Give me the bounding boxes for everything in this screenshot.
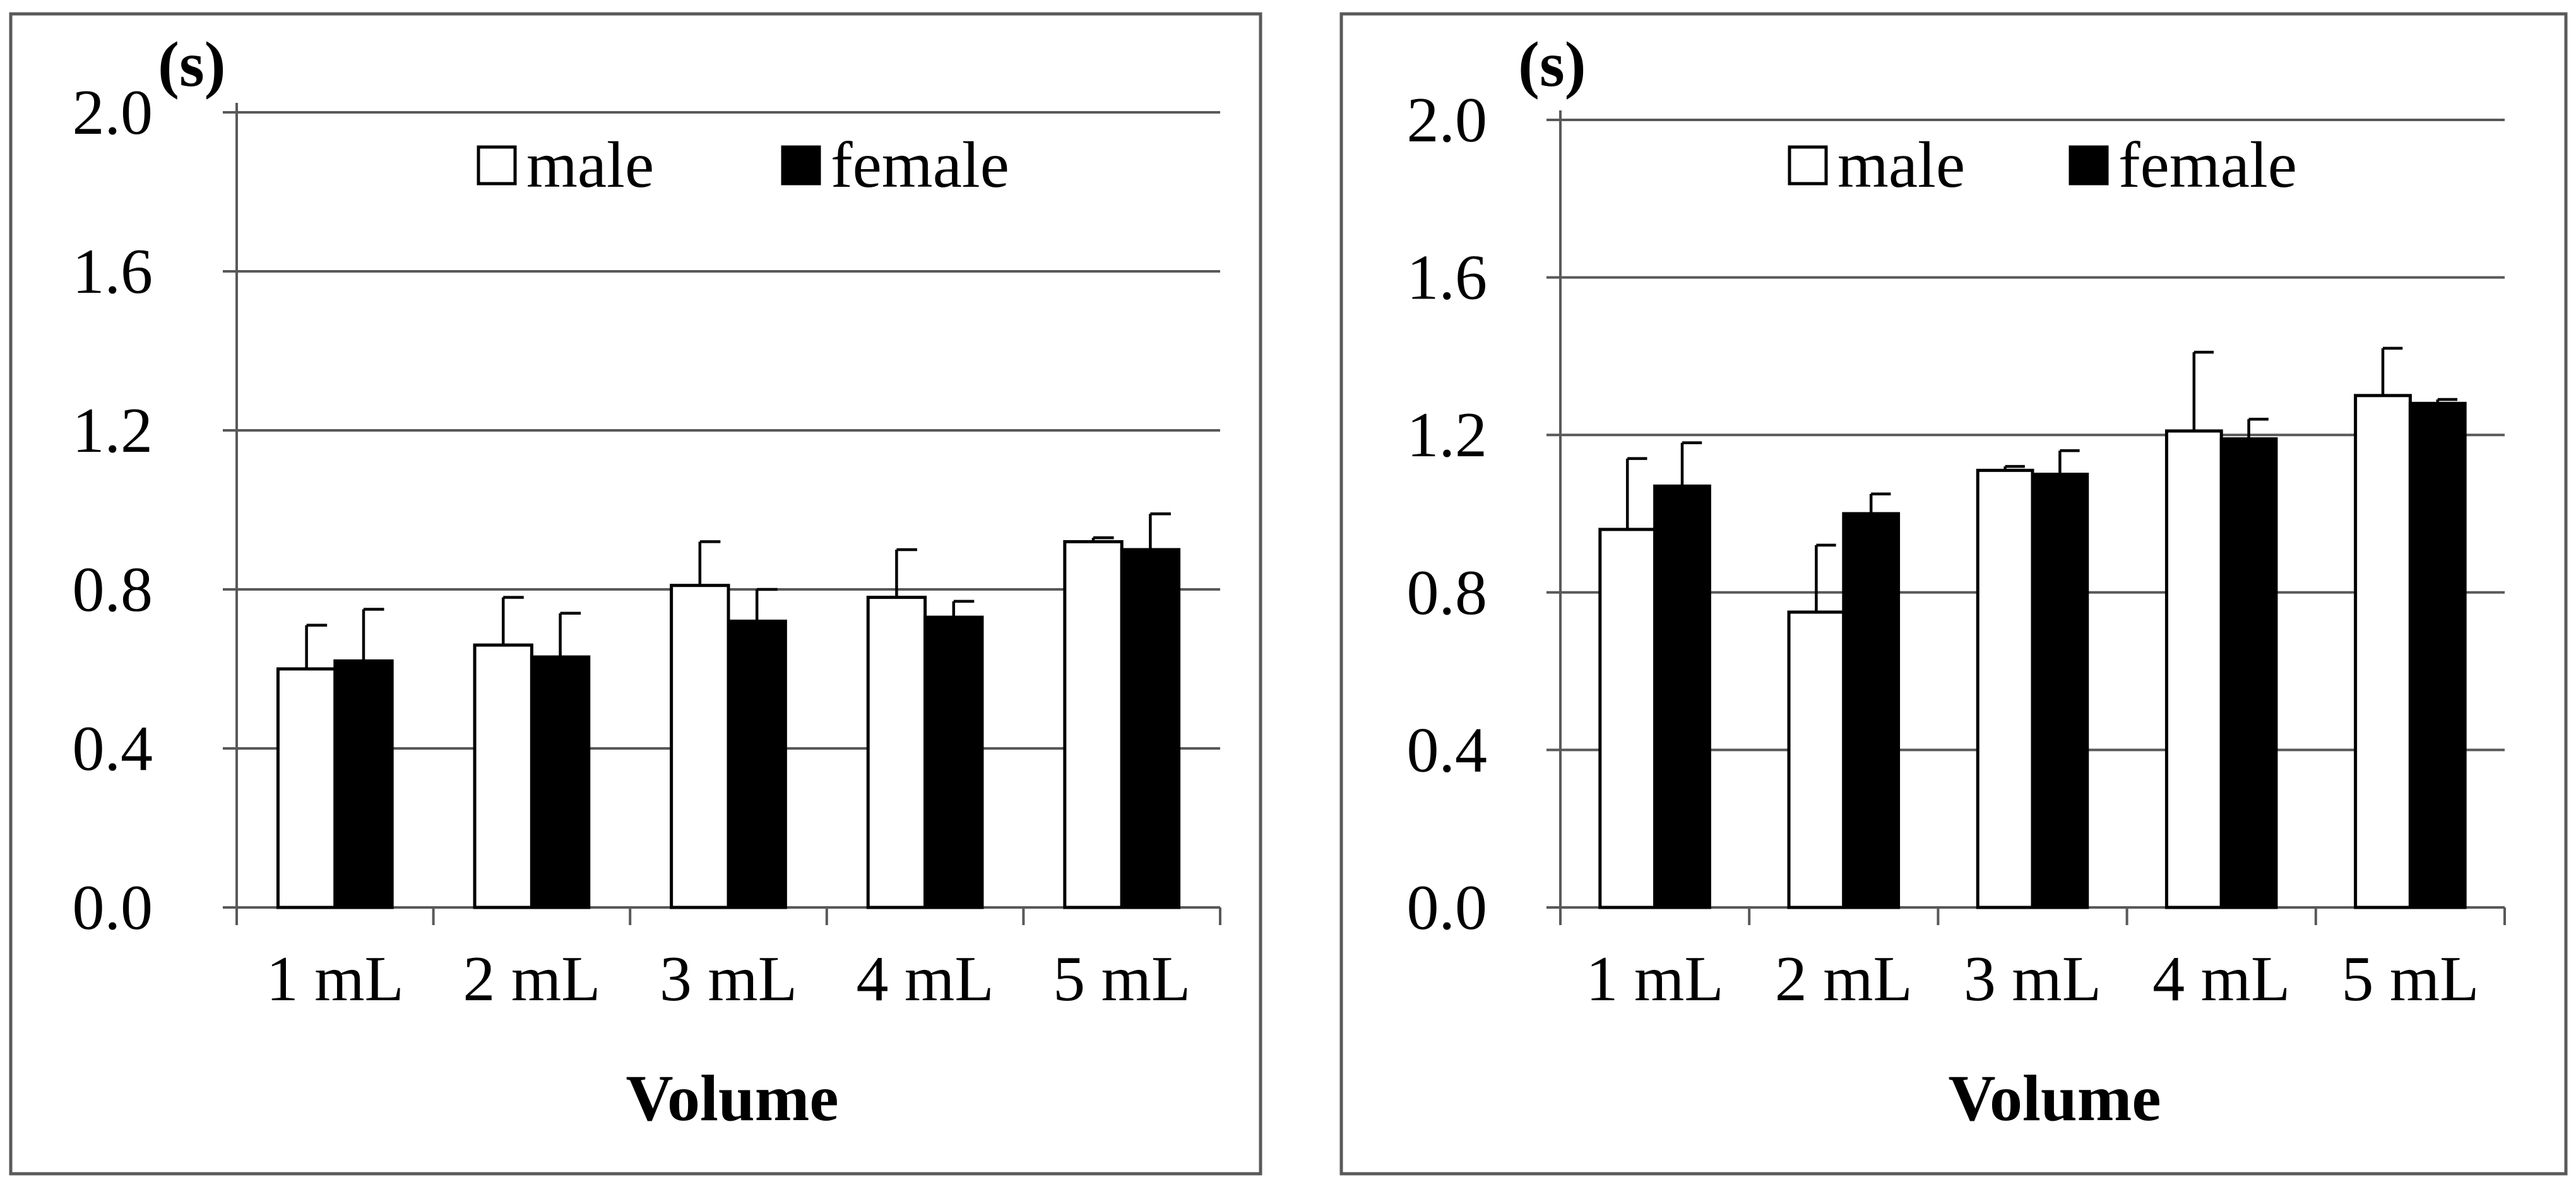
legend-label-female: female — [2118, 129, 2297, 201]
legend: male female — [1788, 129, 2297, 201]
y-tick-label: 0.4 — [1407, 714, 1488, 786]
y-tick-label: 1.6 — [73, 236, 153, 307]
x-category-label: 2 mL — [463, 943, 600, 1015]
y-tick-label: 1.2 — [73, 395, 153, 466]
y-unit-label: (s) — [158, 29, 226, 100]
legend-label-female: female — [831, 129, 1009, 201]
y-tick-label: 0.0 — [73, 872, 153, 943]
x-category-label: 1 mL — [1586, 943, 1724, 1015]
bar-male-4ml — [866, 596, 927, 909]
y-tick-label: 0.8 — [73, 554, 153, 625]
bar-female-3ml — [727, 619, 787, 909]
chart-panel-right: 0.0 0.4 0.8 1.2 1.6 2.0 1 mL 2 mL 3 mL 4 mL 5 mL (s… — [1339, 12, 2568, 1176]
legend-swatch-male — [1788, 145, 1828, 186]
legend-label-male: male — [526, 129, 654, 201]
legend-swatch-female — [781, 145, 821, 186]
y-tick-label: 0.0 — [1407, 872, 1488, 943]
bar-male-5ml — [2354, 394, 2412, 909]
x-axis-title: Volume — [626, 1062, 838, 1135]
plot-area-left: 0.0 0.4 0.8 1.2 1.6 2.0 1 mL 2 mL 3 mL 4 mL 5 mL (s… — [73, 29, 1221, 1135]
bar-male-3ml — [1976, 468, 2034, 909]
y-tick-label: 1.6 — [1407, 242, 1488, 314]
x-category-label: 2 mL — [1775, 943, 1913, 1015]
x-category-label: 5 mL — [1053, 943, 1190, 1015]
bar-male-4ml — [2164, 429, 2223, 909]
x-category-label: 4 mL — [857, 943, 994, 1015]
bar-female-2ml — [1842, 512, 1901, 909]
bar-male-3ml — [670, 584, 730, 909]
y-tick-label: 1.2 — [1407, 399, 1488, 471]
bar-male-1ml — [276, 667, 337, 909]
x-category-label: 3 mL — [1964, 943, 2101, 1015]
bar-male-1ml — [1598, 528, 1657, 909]
bar-female-5ml — [2408, 401, 2467, 909]
y-tick-label: 0.8 — [1407, 557, 1488, 629]
bar-female-4ml — [923, 615, 984, 909]
bar-female-5ml — [1120, 548, 1181, 909]
chart-panel-left: 0.0 0.4 0.8 1.2 1.6 2.0 1 mL 2 mL 3 mL 4 mL 5 mL (s… — [9, 12, 1262, 1176]
bar-male-2ml — [473, 643, 533, 909]
bar-female-3ml — [2031, 473, 2089, 909]
x-axis-title: Volume — [1948, 1062, 2161, 1135]
x-category-label: 4 mL — [2152, 943, 2290, 1015]
bar-female-2ml — [530, 655, 591, 909]
x-category-label: 3 mL — [660, 943, 797, 1015]
x-category-label: 1 mL — [266, 943, 404, 1015]
y-unit-label: (s) — [1518, 29, 1586, 100]
chart-frame-left — [9, 12, 1262, 1176]
bar-female-1ml — [333, 659, 394, 909]
legend: male female — [477, 129, 1009, 201]
legend-label-male: male — [1837, 129, 1965, 201]
y-tick-label: 2.0 — [73, 77, 153, 148]
bar-female-1ml — [1653, 484, 1711, 909]
legend-swatch-male — [477, 145, 517, 186]
y-tick-label: 0.4 — [73, 713, 153, 784]
bar-female-4ml — [2219, 437, 2278, 909]
y-tick-label: 2.0 — [1407, 85, 1488, 156]
chart-frame-right — [1339, 12, 2568, 1176]
legend-swatch-female — [2069, 145, 2109, 186]
bar-male-2ml — [1787, 610, 1846, 909]
plot-area-right: 0.0 0.4 0.8 1.2 1.6 2.0 1 mL 2 mL 3 mL 4 mL 5 mL (s… — [1407, 29, 2506, 1135]
bar-male-5ml — [1063, 540, 1124, 909]
x-category-label: 5 mL — [2341, 943, 2479, 1015]
